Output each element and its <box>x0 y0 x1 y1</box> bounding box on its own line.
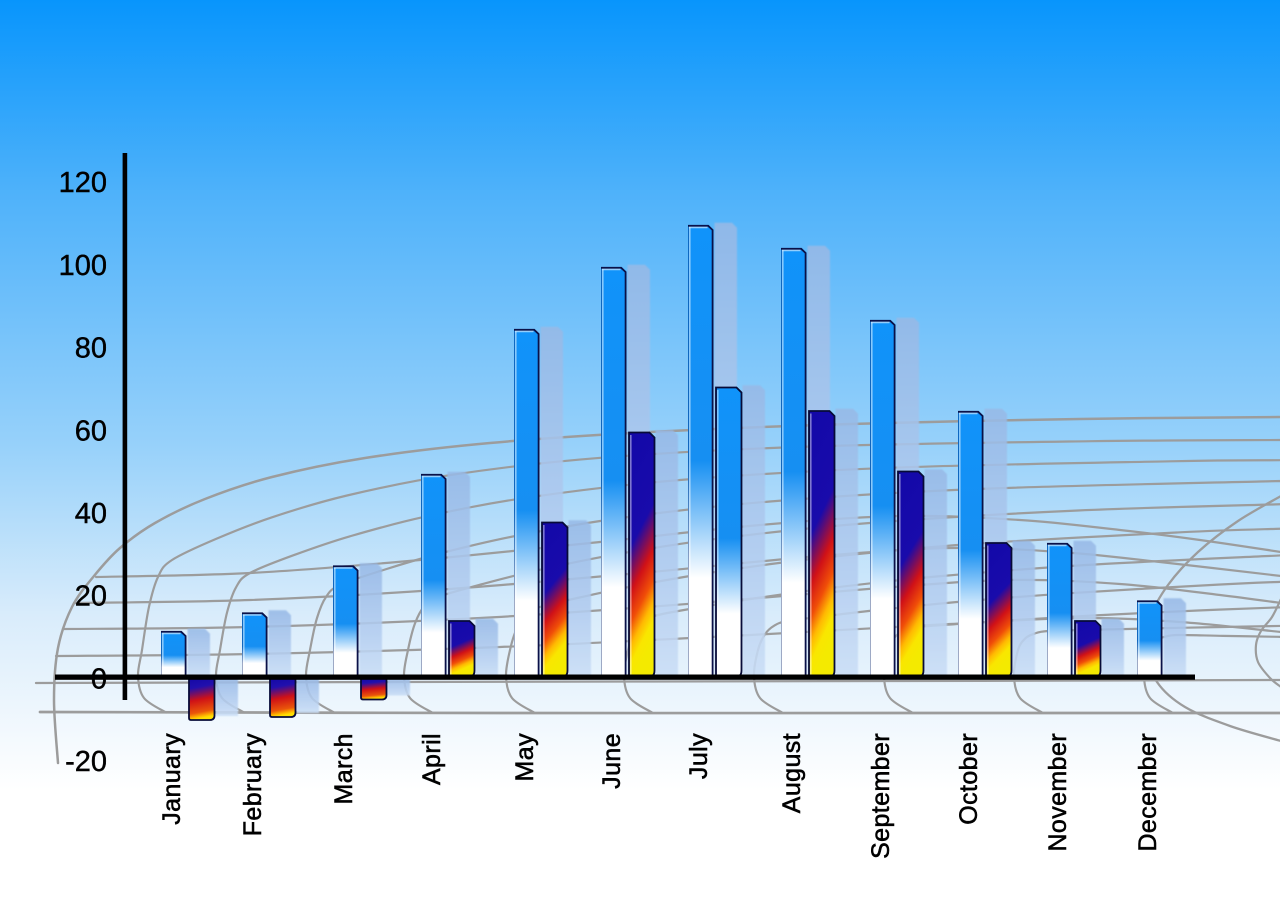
svg-text:April: April <box>418 733 446 785</box>
svg-text:80: 80 <box>75 333 107 365</box>
svg-text:December: December <box>1134 733 1162 852</box>
svg-text:July: July <box>685 733 713 779</box>
svg-text:January: January <box>158 733 186 825</box>
svg-text:August: August <box>778 733 806 813</box>
svg-text:120: 120 <box>59 167 107 199</box>
svg-text:June: June <box>598 733 626 789</box>
svg-text:September: September <box>867 733 895 859</box>
svg-text:February: February <box>239 733 267 836</box>
svg-text:May: May <box>511 733 539 782</box>
svg-text:October: October <box>955 733 983 825</box>
svg-text:60: 60 <box>75 415 107 447</box>
svg-text:40: 40 <box>75 498 107 530</box>
svg-text:100: 100 <box>59 250 107 282</box>
svg-text:March: March <box>330 733 358 804</box>
svg-text:20: 20 <box>75 581 107 613</box>
svg-text:November: November <box>1044 733 1072 852</box>
svg-text:-20: -20 <box>65 746 107 778</box>
svg-text:0: 0 <box>91 663 107 695</box>
